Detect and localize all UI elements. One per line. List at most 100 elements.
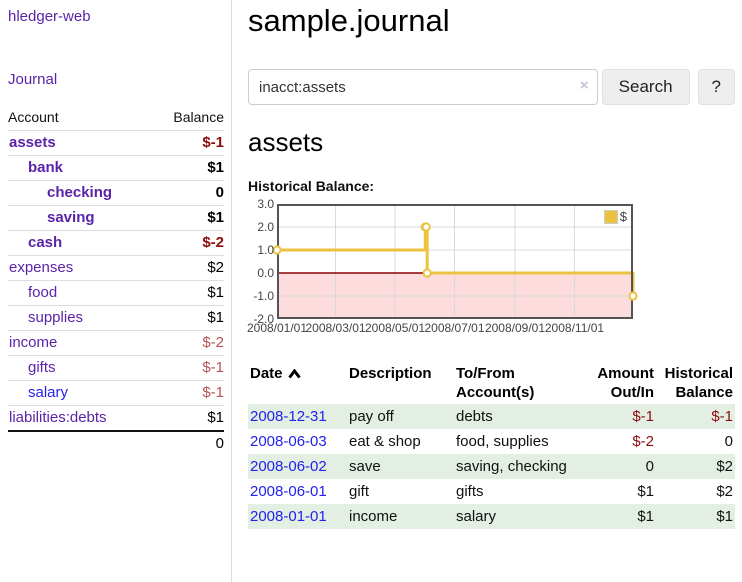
x-axis-tick-label: 2008/03/01	[305, 321, 366, 335]
account-balance: $1	[207, 209, 224, 226]
transaction-date-link[interactable]: 2008-06-03	[250, 433, 327, 450]
transaction-amount: 0	[645, 458, 654, 475]
register-row: 2008-06-03 eat & shop food, supplies $-2…	[248, 429, 735, 454]
transaction-amount: $-2	[632, 433, 654, 450]
search-button[interactable]: Search	[601, 69, 690, 105]
account-link[interactable]: income	[9, 334, 58, 351]
transaction-date-link[interactable]: 2008-06-02	[250, 458, 327, 475]
account-row: income $-2	[8, 330, 224, 355]
column-header-balance[interactable]: Historical Balance	[664, 365, 733, 401]
account-link[interactable]: expenses	[9, 259, 74, 276]
main-content: sample.journal × Search ? assets Histori…	[247, 0, 735, 529]
account-row: supplies $1	[8, 305, 224, 330]
account-tree: Account Balance assets $-1 bank $1 check…	[8, 104, 224, 456]
clear-search-icon[interactable]: ×	[579, 77, 589, 94]
sort-ascending-icon	[287, 365, 301, 382]
nav-journal-link[interactable]: Journal	[8, 71, 58, 88]
account-row: liabilities:debts $1	[8, 405, 224, 430]
account-row: expenses $2	[8, 255, 224, 280]
transaction-amount: $1	[637, 508, 654, 525]
account-link[interactable]: gifts	[28, 359, 56, 376]
account-row: food $1	[8, 280, 224, 305]
chart-legend: $	[601, 208, 629, 225]
x-axis-tick-label: 2008/01/01	[246, 321, 308, 335]
account-row: bank $1	[8, 155, 224, 180]
app-title-link[interactable]: hledger-web	[8, 8, 91, 25]
chart-title: Historical Balance:	[248, 178, 375, 194]
account-row: salary $-1	[8, 380, 224, 405]
account-balance: 0	[215, 184, 224, 201]
legend-label: $	[619, 209, 627, 224]
search-form: × Search ?	[248, 69, 735, 105]
y-axis-tick-label: -2.0	[253, 312, 274, 326]
transaction-date-link[interactable]: 2008-12-31	[250, 408, 327, 425]
transaction-date-link[interactable]: 2008-06-01	[250, 483, 327, 500]
account-heading: assets	[248, 127, 324, 157]
column-header-accounts[interactable]: To/From Account(s)	[456, 365, 535, 401]
legend-swatch-icon	[603, 209, 618, 224]
account-balance: $-2	[202, 334, 224, 351]
account-link[interactable]: liabilities:debts	[9, 409, 107, 426]
page-title: sample.journal	[248, 3, 450, 38]
account-balance: $-1	[202, 384, 224, 401]
column-header-amount[interactable]: Amount Out/In	[597, 365, 654, 401]
transaction-amount: $-1	[632, 408, 654, 425]
account-balance: $1	[207, 309, 224, 326]
account-tree-header: Account Balance	[8, 104, 224, 130]
account-row: assets $-1	[8, 130, 224, 155]
x-axis-tick-label: 2008/05/01	[364, 321, 426, 335]
transaction-balance: $2	[716, 458, 733, 475]
search-input[interactable]	[248, 69, 598, 105]
transaction-balance: $-1	[711, 408, 733, 425]
y-axis-tick-label: 1.0	[257, 243, 274, 257]
transaction-description: gift	[349, 483, 370, 500]
sidebar: hledger-web Journal Account Balance asse…	[0, 0, 232, 582]
transaction-description: income	[349, 508, 398, 525]
transaction-accounts: saving, checking	[456, 458, 567, 475]
register-table: Date Description To/From Account(s) Amou…	[248, 362, 735, 529]
sidebar-total-row: 0	[8, 430, 224, 456]
register-row: 2008-12-31 pay off debts $-1 $-1	[248, 404, 735, 429]
y-axis-tick-label: 0.0	[257, 266, 274, 280]
account-balance: $-1	[202, 359, 224, 376]
help-button[interactable]: ?	[697, 69, 735, 105]
account-balance: $-1	[202, 134, 224, 151]
account-row: cash $-2	[8, 230, 224, 255]
account-row: gifts $-1	[8, 355, 224, 380]
account-link[interactable]: cash	[28, 234, 63, 251]
search-input-wrap: ×	[248, 69, 598, 105]
chart-plot-area[interactable]	[272, 204, 638, 319]
account-link[interactable]: food	[28, 284, 58, 301]
transaction-date-link[interactable]: 2008-01-01	[250, 508, 327, 525]
account-link[interactable]: saving	[47, 209, 95, 226]
register-header-row: Date Description To/From Account(s) Amou…	[248, 362, 735, 404]
transaction-description: eat & shop	[349, 433, 421, 450]
x-axis-tick-label: 2008/09/01	[484, 321, 545, 335]
register-row: 2008-06-01 gift gifts $1 $2	[248, 479, 735, 504]
y-axis-tick-label: -1.0	[253, 289, 274, 303]
transaction-amount: $1	[637, 483, 654, 500]
transaction-balance: $1	[716, 508, 733, 525]
account-link[interactable]: salary	[28, 384, 69, 401]
transaction-accounts: salary	[456, 508, 497, 525]
account-balance: $2	[207, 259, 224, 276]
account-link[interactable]: supplies	[28, 309, 84, 326]
column-header-date[interactable]: Date	[248, 362, 347, 404]
account-row: saving $1	[8, 205, 224, 230]
balance-chart[interactable]: $ 3.0 2.0 1.0 0.0 -1.0 -2.0 2008/01/01 2008/03/…	[247, 197, 638, 337]
x-axis-tick-label: 2008/11/01	[544, 321, 605, 335]
balance-column-header: Balance	[173, 109, 224, 125]
account-balance: $1	[207, 159, 224, 176]
account-link[interactable]: bank	[28, 159, 64, 176]
transaction-accounts: gifts	[456, 483, 484, 500]
column-header-description[interactable]: Description	[349, 365, 432, 382]
account-link[interactable]: checking	[47, 184, 113, 201]
transaction-balance: $2	[716, 483, 733, 500]
sidebar-total-value: 0	[215, 435, 224, 452]
account-column-header: Account	[8, 109, 59, 125]
transaction-description: pay off	[349, 408, 394, 425]
account-link[interactable]: assets	[9, 134, 56, 151]
transaction-accounts: food, supplies	[456, 433, 549, 450]
transaction-accounts: debts	[456, 408, 493, 425]
register-row: 2008-06-02 save saving, checking 0 $2	[248, 454, 735, 479]
